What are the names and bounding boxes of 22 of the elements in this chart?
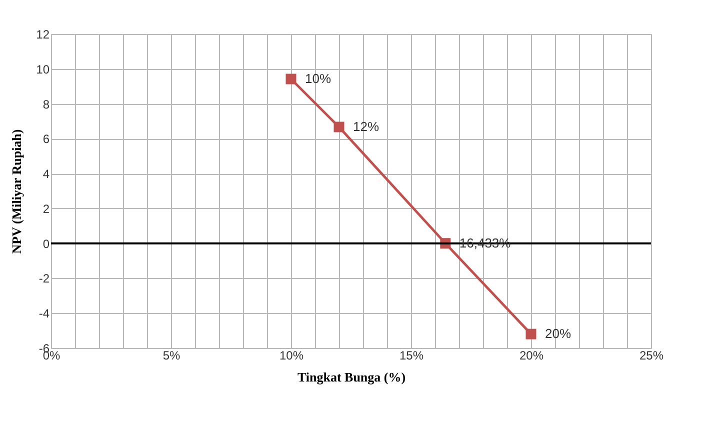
y-axis-title: NPV (Miliyar Rupiah) <box>9 129 24 254</box>
y-tick-label: 2 <box>42 202 50 216</box>
y-tick-label: 6 <box>42 132 50 146</box>
x-tick-label: 15% <box>399 348 424 362</box>
point <box>334 122 344 132</box>
x-tick-label: 10% <box>279 348 304 362</box>
point <box>526 328 536 340</box>
annotation: 10% <box>305 71 332 86</box>
y-tick-label: 0 <box>42 236 50 251</box>
x-tick-label: 5% <box>162 348 180 362</box>
y-tick-label: -2 <box>38 272 50 286</box>
y-tick-label: 10 <box>36 62 50 76</box>
annotation: 12% <box>353 118 380 134</box>
annotation: 20% <box>545 326 572 342</box>
y-tick-label: -4 <box>38 306 50 321</box>
x-tick-label: 20% <box>519 348 544 362</box>
x-axis-title: Tingkat Bunga (%) <box>297 370 406 384</box>
y-tick-label: 4 <box>42 167 50 182</box>
x-tick-label: 25% <box>639 348 664 362</box>
y-tick-label: 8 <box>42 97 50 112</box>
y-tick-label: 12 <box>36 28 50 42</box>
point <box>286 74 296 84</box>
